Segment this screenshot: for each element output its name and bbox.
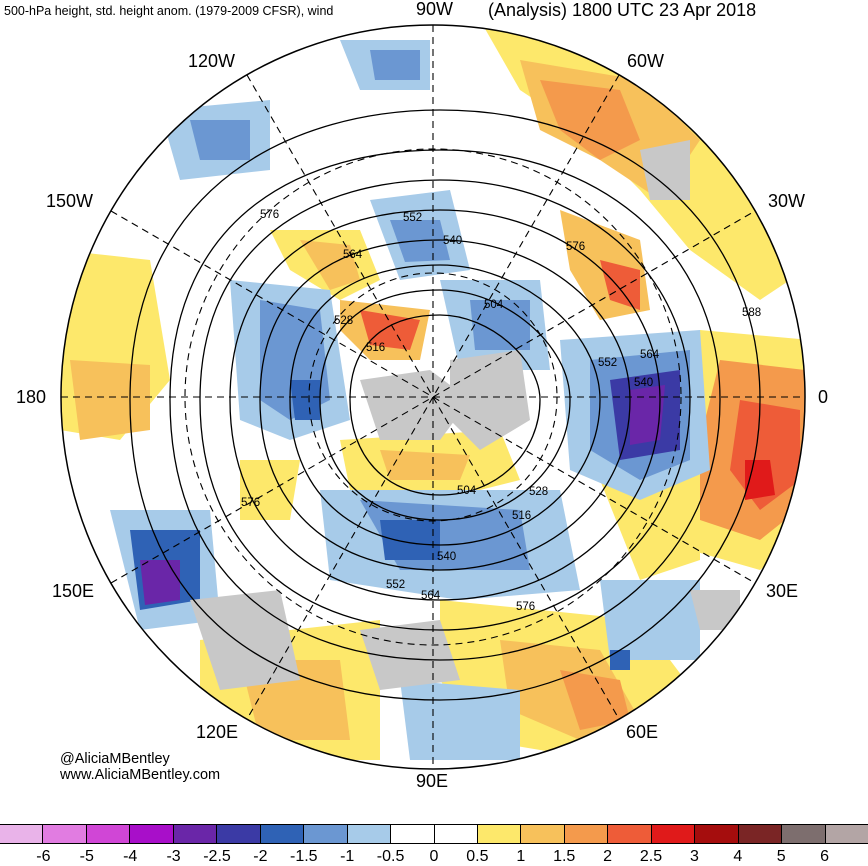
colorbar-label: 5 xyxy=(776,848,786,865)
colorbar-swatch xyxy=(520,825,564,843)
colorbar-swatch xyxy=(433,825,477,843)
colorbar-swatch xyxy=(650,825,695,843)
colorbar-swatch xyxy=(216,825,260,843)
colorbar-swatch xyxy=(607,825,651,843)
colorbar-label: 1.5 xyxy=(553,848,576,865)
contour-label: 528 xyxy=(529,486,548,498)
colorbar-label: 6 xyxy=(820,848,830,865)
map-border xyxy=(60,24,806,770)
colorbar-swatch xyxy=(129,825,173,843)
lon-label-left-lower: 150E xyxy=(52,581,95,601)
map-title: 500-hPa height, std. height anom. (1979-… xyxy=(4,4,334,18)
lon-label-right: 0 xyxy=(818,387,829,407)
credit-handle: @AliciaMBentley xyxy=(60,751,170,767)
contour-label: 576 xyxy=(566,241,585,253)
contour-label: 552 xyxy=(403,212,422,224)
lon-label-left-upper: 150W xyxy=(46,191,94,211)
contour-label: 540 xyxy=(634,377,653,389)
colorbar-swatch xyxy=(694,825,738,843)
colorbar-label: 4 xyxy=(733,848,743,865)
lon-label-top: 90W xyxy=(416,0,454,19)
colorbar-label: 3 xyxy=(689,848,699,865)
height-contours xyxy=(129,109,761,701)
colorbar-label: -1 xyxy=(340,848,355,865)
contour-label: 588 xyxy=(742,307,761,319)
colorbar xyxy=(0,824,868,844)
contour-label: 576 xyxy=(516,601,535,613)
lon-label-top-left: 120W xyxy=(188,51,236,71)
colorbar-label: -4 xyxy=(123,848,138,865)
colorbar-label: -1.5 xyxy=(290,848,318,865)
colorbar-label: -2.5 xyxy=(203,848,231,865)
credit-website: www.AliciaMBentley.com xyxy=(60,767,221,783)
lon-label-bottom-right: 60E xyxy=(626,722,659,742)
contour-label: 552 xyxy=(386,579,405,591)
colorbar-label: -5 xyxy=(79,848,94,865)
colorbar-swatch xyxy=(563,825,608,843)
colorbar-swatch xyxy=(259,825,304,843)
analysis-time: (Analysis) 1800 UTC 23 Apr 2018 xyxy=(488,0,757,20)
contour-label: 540 xyxy=(443,235,462,247)
colorbar-label: 2.5 xyxy=(639,848,663,865)
lon-label-bottom-left: 120E xyxy=(196,722,239,742)
lon-label-right-lower: 30E xyxy=(766,581,799,601)
contour-label: 540 xyxy=(437,551,456,563)
lon-label-right-upper: 30W xyxy=(768,191,806,211)
colorbar-label: 1 xyxy=(516,848,526,865)
contour-label: 576 xyxy=(241,497,260,509)
contour-label: 516 xyxy=(366,342,385,354)
contour-labels: 576 552 540 564 528 516 504 576 588 552 … xyxy=(241,209,761,613)
colorbar-labels: -6 -5 -4 -3 -2.5 -2 -1.5 -1 -0.5 0 0.5 1 1.5 2 2.5 3 4 5 6 xyxy=(0,848,868,865)
colorbar-swatch xyxy=(824,825,868,843)
contour-label: 504 xyxy=(484,299,504,311)
colorbar-label: 0.5 xyxy=(466,848,489,865)
contour-label: 504 xyxy=(457,485,477,497)
colorbar-swatch xyxy=(42,825,86,843)
lon-label-top-right: 60W xyxy=(627,51,665,71)
contour-label: 564 xyxy=(421,590,441,602)
colorbar-label: -0.5 xyxy=(376,848,405,865)
colorbar-swatch xyxy=(390,825,434,843)
contour-label: 552 xyxy=(598,357,617,369)
colorbar-swatch xyxy=(85,825,130,843)
contour-label: 564 xyxy=(343,249,363,261)
contour-label: 564 xyxy=(640,349,660,361)
colorbar-label: 2 xyxy=(603,848,613,865)
colorbar-label: 0 xyxy=(429,848,439,865)
colorbar-swatch xyxy=(172,825,217,843)
lon-label-left: 180 xyxy=(16,387,47,407)
colorbar-label: -3 xyxy=(166,848,181,865)
colorbar-swatch xyxy=(476,825,521,843)
colorbar-swatch xyxy=(303,825,347,843)
colorbar-swatch xyxy=(781,825,825,843)
polar-map: 576 552 540 564 528 516 504 576 588 552 … xyxy=(60,24,806,770)
colorbar-label: -2 xyxy=(253,848,268,865)
lon-label-bottom: 90E xyxy=(416,771,449,791)
colorbar-swatch xyxy=(737,825,782,843)
colorbar-swatch xyxy=(0,825,43,843)
graticule xyxy=(61,25,805,769)
contour-label: 576 xyxy=(260,209,279,221)
contour-label: 516 xyxy=(512,510,531,522)
colorbar-label: -6 xyxy=(36,848,51,865)
contour-label: 528 xyxy=(334,315,353,327)
colorbar-swatch xyxy=(346,825,391,843)
